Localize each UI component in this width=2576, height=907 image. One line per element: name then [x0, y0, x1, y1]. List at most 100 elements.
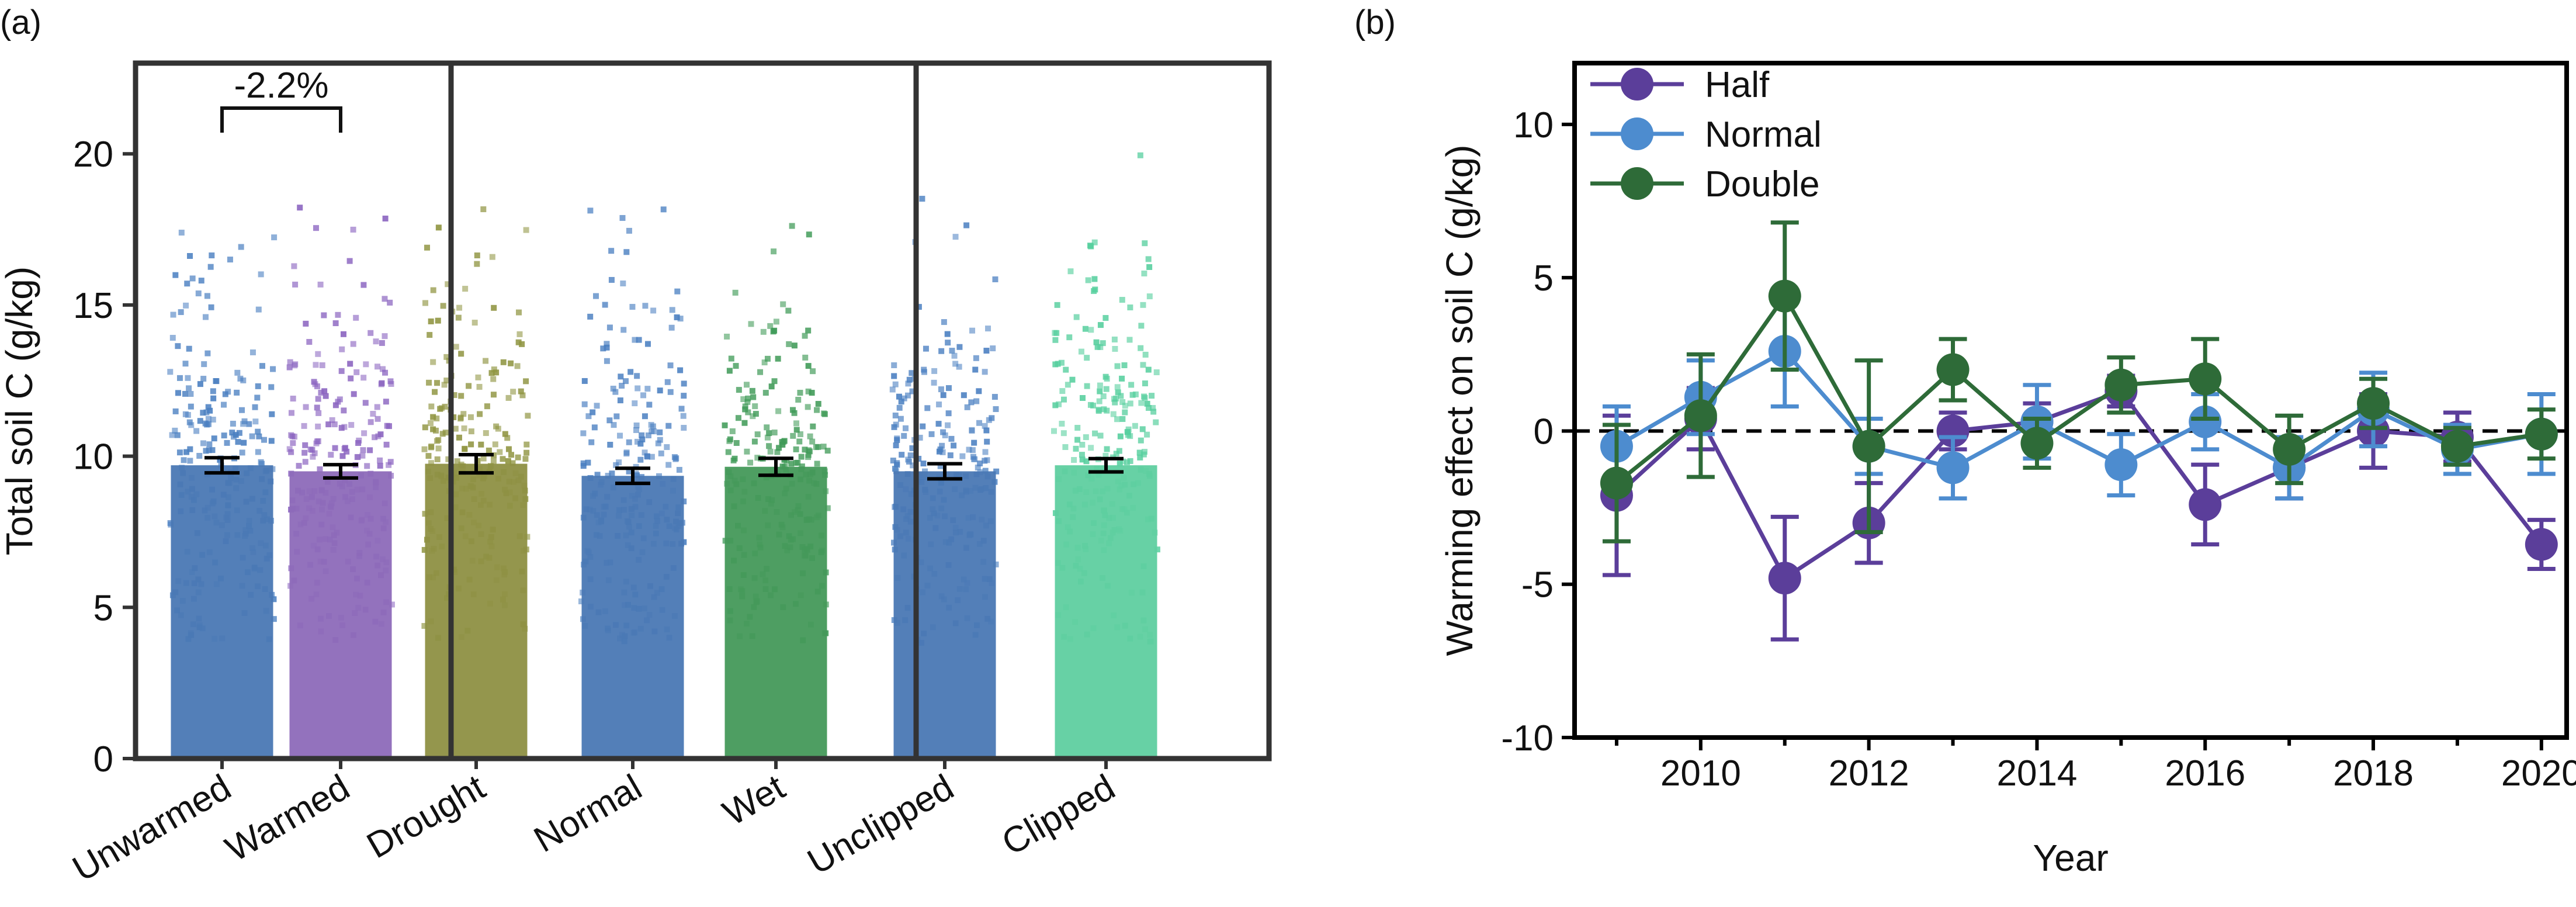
data-point: [483, 430, 489, 437]
data-point: [241, 418, 248, 424]
data-point: [480, 206, 487, 213]
data-point: [766, 443, 772, 449]
data-point: [664, 379, 671, 385]
data-point: [774, 449, 781, 455]
data-point: [935, 421, 942, 427]
data-point: [206, 447, 212, 454]
data-point: [733, 440, 740, 446]
data-point: [740, 396, 747, 403]
data-point: [961, 392, 967, 399]
data-point: [587, 207, 594, 214]
data-point: [483, 358, 489, 364]
data-point: [1121, 362, 1128, 368]
data-point: [1118, 393, 1124, 399]
data-point: [169, 432, 175, 438]
data-point: [809, 438, 816, 445]
data-point: [1111, 396, 1117, 402]
data-point: [1060, 396, 1067, 403]
data-point: [1088, 445, 1094, 451]
data-point: [443, 378, 450, 384]
data-point: [1122, 409, 1128, 416]
y-tick-label: -10: [1501, 718, 1554, 759]
legend-label: Half: [1705, 65, 1770, 105]
data-point: [761, 359, 768, 366]
data-point: [649, 454, 655, 460]
data-point: [1052, 402, 1059, 409]
data-point: [762, 390, 769, 396]
data-point: [1097, 382, 1103, 389]
data-point: [362, 400, 369, 406]
data-point: [445, 281, 451, 288]
data-point-double: [2020, 427, 2054, 460]
data-point: [1058, 359, 1065, 366]
data-point: [1079, 456, 1086, 463]
data-point: [1115, 389, 1121, 396]
bar-warmed: [289, 471, 392, 759]
y-tick-label: 0: [1534, 411, 1554, 452]
data-point: [896, 404, 903, 411]
data-point: [789, 223, 795, 229]
data-point: [636, 337, 642, 343]
data-point: [1102, 315, 1109, 321]
data-point: [202, 420, 209, 427]
data-point: [422, 300, 429, 306]
data-point: [387, 459, 394, 465]
data-point: [904, 392, 911, 399]
data-point: [428, 318, 434, 324]
data-point: [1063, 366, 1069, 373]
data-point: [814, 407, 820, 413]
data-point: [742, 406, 748, 413]
data-point: [360, 375, 367, 381]
data-point: [745, 395, 751, 401]
data-point: [428, 460, 434, 466]
data-point: [269, 411, 275, 417]
data-point: [200, 440, 206, 446]
data-point: [990, 345, 996, 352]
data-point: [462, 445, 468, 452]
data-point: [1092, 286, 1098, 293]
data-point: [461, 425, 467, 432]
data-point: [909, 445, 916, 451]
y-axis-ticks: 0 5 10 15 20: [73, 134, 136, 780]
data-point: [906, 376, 913, 383]
data-point: [620, 281, 626, 287]
data-point: [1138, 345, 1144, 351]
data-point: [213, 378, 220, 385]
data-point: [969, 428, 975, 434]
data-point: [348, 375, 354, 382]
data-point: [1132, 423, 1138, 429]
data-point: [937, 446, 944, 453]
data-point: [976, 420, 983, 426]
data-point: [504, 435, 511, 441]
data-point: [754, 455, 761, 461]
data-point: [916, 304, 922, 310]
data-point: [515, 339, 522, 345]
data-point: [741, 420, 748, 426]
data-point: [1083, 434, 1089, 441]
data-point: [331, 421, 338, 428]
data-point: [445, 456, 452, 462]
y-tick-label: 20: [73, 134, 113, 175]
data-point: [901, 432, 907, 439]
data-point: [951, 352, 958, 359]
data-point-double: [1768, 279, 1801, 313]
data-point: [775, 355, 781, 362]
data-point: [519, 341, 525, 347]
data-point: [748, 321, 754, 327]
data-point: [617, 432, 623, 439]
series-normal: [1600, 294, 2558, 501]
data-point: [1091, 239, 1098, 245]
data-point: [899, 452, 905, 458]
data-point: [1102, 452, 1109, 459]
data-point: [585, 459, 591, 466]
data-point: [938, 348, 945, 354]
data-point: [332, 320, 339, 327]
data-point: [725, 449, 731, 455]
data-point: [383, 441, 390, 448]
data-point: [945, 385, 952, 392]
data-point: [991, 394, 998, 400]
series-line-normal: [1615, 348, 2542, 470]
data-point: [806, 231, 812, 238]
data-point: [605, 473, 611, 479]
data-point: [252, 418, 259, 425]
